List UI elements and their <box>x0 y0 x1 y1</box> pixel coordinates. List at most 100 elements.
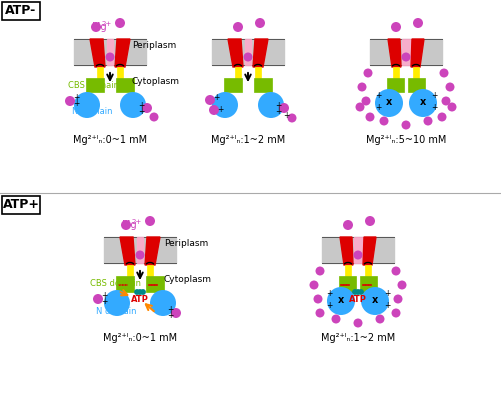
Bar <box>322 237 394 263</box>
Circle shape <box>135 250 144 260</box>
Circle shape <box>391 22 401 32</box>
FancyBboxPatch shape <box>2 196 40 214</box>
Text: ATP-: ATP- <box>6 4 37 17</box>
Circle shape <box>91 22 101 32</box>
Polygon shape <box>90 39 105 67</box>
Circle shape <box>327 287 355 315</box>
Circle shape <box>145 216 155 226</box>
Circle shape <box>391 308 400 318</box>
Circle shape <box>115 18 125 28</box>
Circle shape <box>376 314 384 324</box>
Circle shape <box>445 83 454 92</box>
Text: Mg: Mg <box>92 22 107 32</box>
Bar <box>235 67 241 78</box>
Circle shape <box>121 220 131 230</box>
Text: x: x <box>338 295 344 305</box>
Bar <box>387 78 404 92</box>
Circle shape <box>364 68 373 77</box>
Circle shape <box>142 103 152 113</box>
Text: +: + <box>431 103 437 113</box>
Circle shape <box>150 290 176 316</box>
Text: Mg²⁺ᴵₙ:5~10 mM: Mg²⁺ᴵₙ:5~10 mM <box>366 135 446 145</box>
Text: Mg²⁺ᴵₙ:0~1 mM: Mg²⁺ᴵₙ:0~1 mM <box>103 333 177 343</box>
Text: Periplasm: Periplasm <box>132 41 176 49</box>
Text: +: + <box>101 292 107 301</box>
Text: +: + <box>283 111 289 120</box>
Circle shape <box>365 216 375 226</box>
Bar <box>117 67 123 78</box>
Circle shape <box>439 68 448 77</box>
Polygon shape <box>253 39 268 67</box>
Circle shape <box>141 290 145 294</box>
Circle shape <box>447 102 456 111</box>
Bar <box>370 39 442 65</box>
Text: +: + <box>326 301 332 310</box>
Circle shape <box>279 103 289 113</box>
Bar <box>97 67 103 78</box>
Bar <box>255 67 261 78</box>
Circle shape <box>393 295 402 303</box>
Circle shape <box>354 318 363 327</box>
Circle shape <box>65 96 75 106</box>
Circle shape <box>413 18 423 28</box>
Bar <box>107 39 113 65</box>
Circle shape <box>391 267 400 275</box>
Circle shape <box>258 92 284 118</box>
Text: N domain: N domain <box>72 107 113 115</box>
Text: x: x <box>420 97 426 107</box>
Bar <box>147 265 153 276</box>
Bar <box>393 67 399 78</box>
Text: N domain: N domain <box>96 307 136 316</box>
Bar <box>354 237 363 263</box>
Polygon shape <box>115 39 130 67</box>
Text: +: + <box>375 92 381 100</box>
Polygon shape <box>363 237 376 265</box>
Text: Cytoplasm: Cytoplasm <box>132 77 180 85</box>
Text: ATP: ATP <box>131 295 149 305</box>
Circle shape <box>397 280 406 290</box>
Circle shape <box>356 290 360 294</box>
Circle shape <box>358 83 367 92</box>
Polygon shape <box>228 39 243 67</box>
Circle shape <box>437 113 446 122</box>
Circle shape <box>74 92 100 118</box>
Bar <box>104 237 176 263</box>
Text: CBS domain: CBS domain <box>68 81 119 90</box>
Circle shape <box>288 113 297 122</box>
Text: +: + <box>213 92 219 102</box>
Bar <box>245 39 251 65</box>
Bar <box>360 276 377 292</box>
Circle shape <box>310 280 319 290</box>
Circle shape <box>366 113 375 122</box>
Text: 2+: 2+ <box>102 21 112 27</box>
FancyBboxPatch shape <box>2 2 40 20</box>
Circle shape <box>120 92 146 118</box>
Circle shape <box>243 53 253 62</box>
Bar <box>413 67 419 78</box>
Text: +: + <box>101 297 107 307</box>
Text: +: + <box>384 301 390 310</box>
Circle shape <box>332 314 341 324</box>
Circle shape <box>138 290 142 294</box>
Text: +: + <box>73 94 79 102</box>
Circle shape <box>255 18 265 28</box>
Text: +: + <box>326 290 332 299</box>
Circle shape <box>104 290 130 316</box>
Bar <box>74 39 146 65</box>
Circle shape <box>409 89 437 117</box>
Circle shape <box>149 113 158 122</box>
Text: x: x <box>372 295 378 305</box>
Polygon shape <box>411 39 424 67</box>
Circle shape <box>93 294 103 304</box>
Bar <box>127 265 133 276</box>
Circle shape <box>171 308 181 318</box>
Text: ATP+: ATP+ <box>3 199 40 211</box>
Circle shape <box>361 287 389 315</box>
Text: Periplasm: Periplasm <box>164 239 208 248</box>
Circle shape <box>205 95 215 105</box>
Circle shape <box>356 102 365 111</box>
Polygon shape <box>340 237 353 265</box>
Bar <box>408 78 425 92</box>
Circle shape <box>379 117 388 126</box>
Circle shape <box>401 53 410 62</box>
